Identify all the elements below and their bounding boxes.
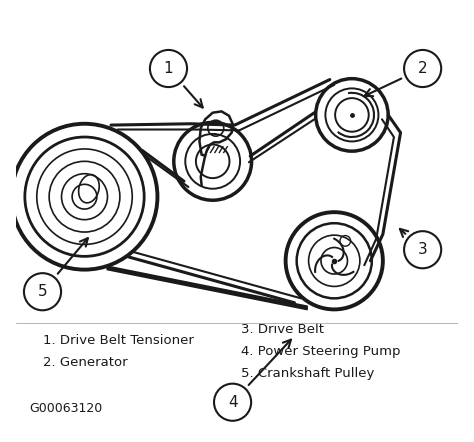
Text: 5. Crankshaft Pulley: 5. Crankshaft Pulley	[241, 367, 375, 380]
Text: 2: 2	[418, 61, 428, 76]
Text: 4. Power Steering Pump: 4. Power Steering Pump	[241, 345, 401, 358]
Text: 3: 3	[418, 242, 428, 257]
Circle shape	[24, 273, 61, 310]
Text: 4: 4	[228, 395, 237, 410]
Text: 1. Drive Belt Tensioner: 1. Drive Belt Tensioner	[43, 334, 193, 347]
Circle shape	[150, 50, 187, 87]
Circle shape	[214, 384, 251, 421]
Text: 2. Generator: 2. Generator	[43, 356, 127, 369]
Text: 3. Drive Belt: 3. Drive Belt	[241, 323, 324, 335]
Text: 1: 1	[164, 61, 173, 76]
Text: 5: 5	[38, 284, 47, 299]
Text: G00063120: G00063120	[29, 402, 102, 415]
Circle shape	[404, 50, 441, 87]
Circle shape	[404, 231, 441, 268]
